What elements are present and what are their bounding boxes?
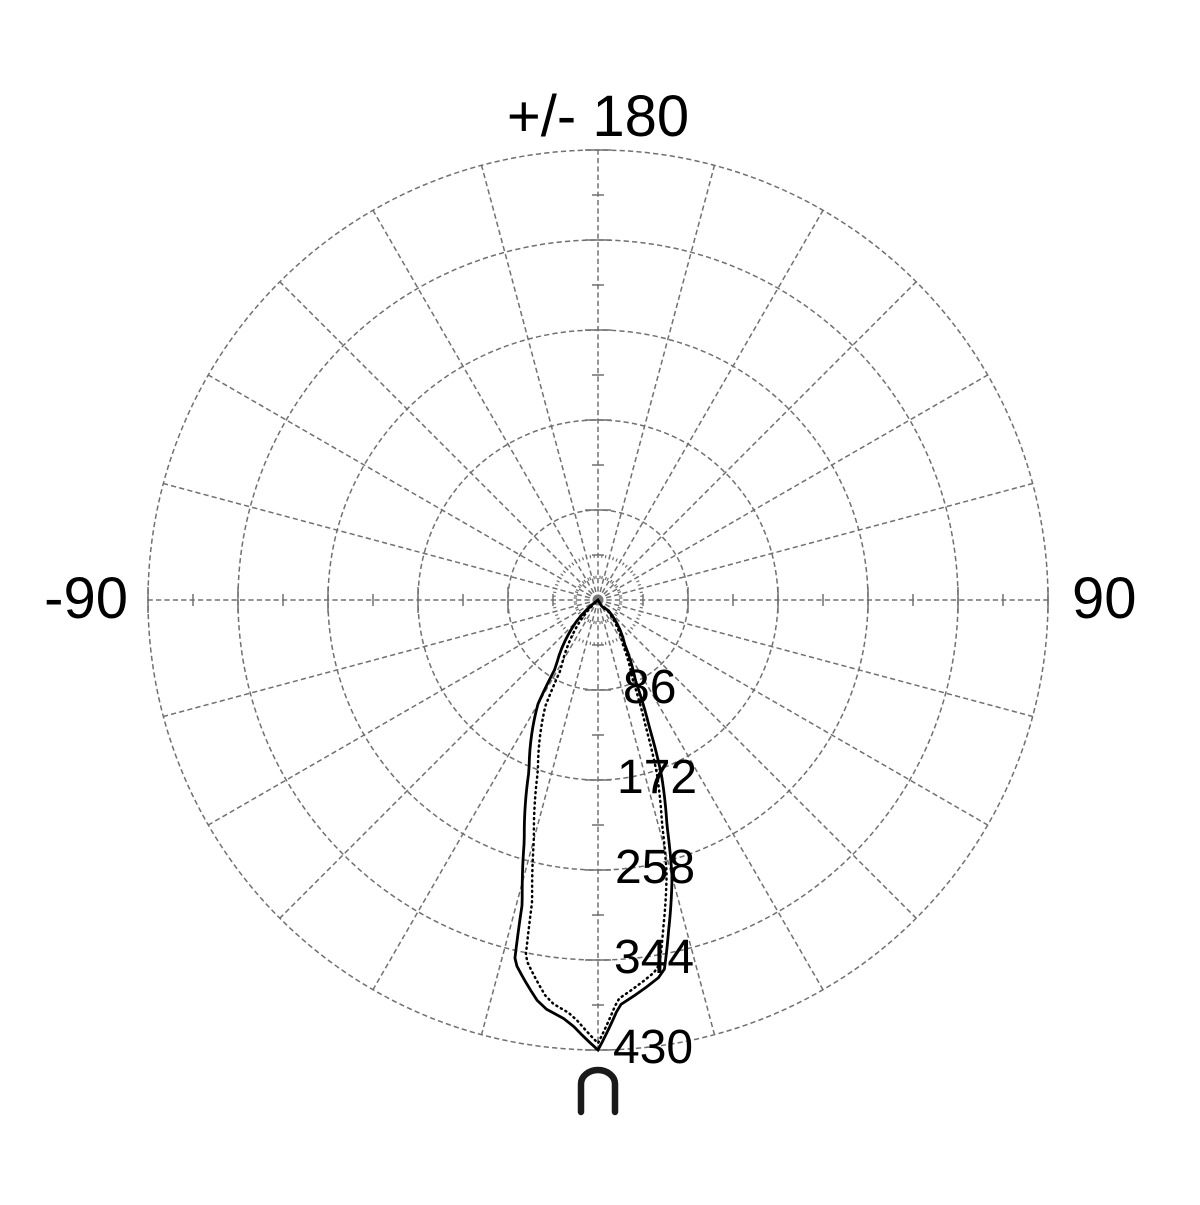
svg-text:+/- 180: +/- 180 [507,84,689,149]
svg-text:344: 344 [614,931,694,984]
svg-text:172: 172 [617,751,697,804]
svg-text:86: 86 [623,661,676,714]
svg-text:90: 90 [1072,566,1137,631]
svg-text:-90: -90 [44,566,128,631]
svg-text:258: 258 [615,841,695,894]
svg-text:430: 430 [613,1021,693,1074]
